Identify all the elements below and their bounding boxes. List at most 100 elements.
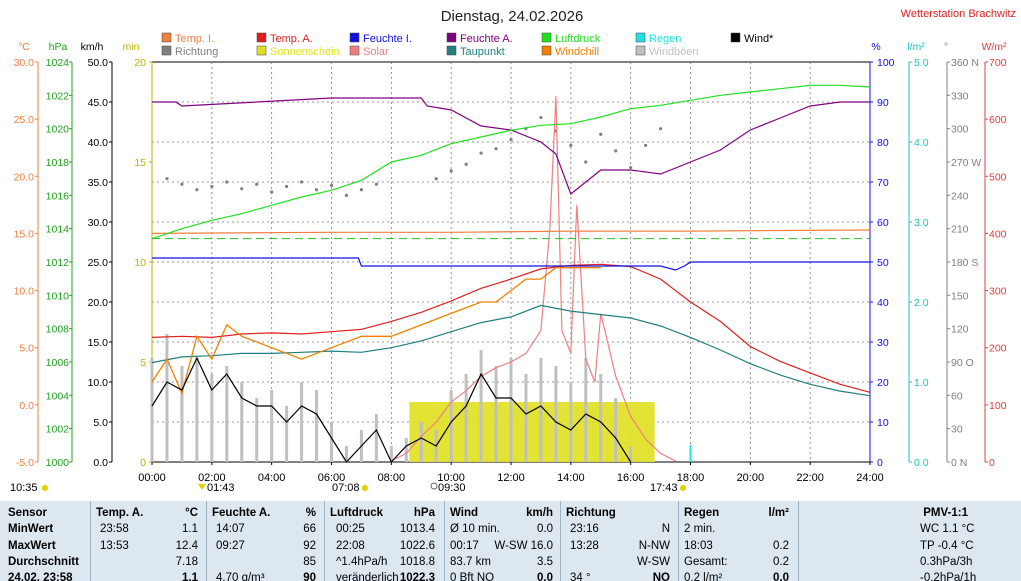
- axis-label-rain: 2.0: [914, 297, 929, 309]
- direction-point: [614, 149, 618, 153]
- axis-label-temp: 20.0: [14, 171, 35, 183]
- time-mark-start: 10:35: [10, 482, 38, 494]
- axis-label-temp: 25.0: [14, 114, 35, 126]
- direction-time: 13:28: [570, 540, 599, 552]
- axis-label-direction: 210: [951, 224, 969, 236]
- wind-time: 00:17: [450, 540, 479, 552]
- axis-label-solar: 600: [989, 114, 1007, 126]
- axis-label-sun: 5: [140, 357, 146, 369]
- gust-bar: [479, 350, 483, 462]
- gust-bar: [614, 398, 618, 462]
- direction-point: [464, 162, 468, 166]
- axis-label-rain: 0.0: [914, 457, 929, 469]
- direction-point: [180, 182, 184, 186]
- direction-time: 23:16: [570, 523, 599, 535]
- axis-label-pressure: 1000: [46, 457, 70, 469]
- legend-swatch: [541, 32, 552, 43]
- gust-bar: [300, 382, 304, 462]
- axis-label-wind: 15.0: [88, 337, 109, 349]
- axis-label-solar: 300: [989, 286, 1007, 298]
- pressure-value: 1018.8: [399, 556, 435, 568]
- axis-label-humidity: 70: [877, 177, 889, 189]
- rain-value: 0.2: [773, 556, 789, 568]
- direction-point: [479, 151, 483, 155]
- axis-label-wind: 30.0: [88, 217, 109, 229]
- gust-bar: [240, 382, 244, 462]
- gust-bar: [210, 374, 214, 462]
- pmv-value: WC 1.1 °C: [920, 523, 975, 535]
- axis-label-humidity: 60: [877, 217, 889, 229]
- temp-value: 12.4: [175, 540, 198, 552]
- column-separator: [324, 501, 325, 581]
- legend-label: Richtung: [175, 46, 218, 58]
- legend-swatch: [635, 32, 646, 43]
- direction-point: [629, 165, 633, 170]
- header-wind-unit: km/h: [526, 507, 553, 519]
- header-humidity: Feuchte A.: [212, 507, 271, 519]
- wind-value: 0.0: [537, 572, 553, 581]
- axis-label-direction: 120: [951, 324, 969, 336]
- legend-swatch: [730, 32, 741, 43]
- legend-swatch: [161, 45, 172, 56]
- time-label: 00:00: [138, 472, 166, 484]
- direction-point: [225, 180, 229, 184]
- humidity-time: 14:07: [216, 523, 245, 535]
- axis-label-temp: 10.0: [14, 286, 35, 298]
- axis-label-pressure: 1018: [46, 157, 70, 169]
- axis-label-direction: 0 N: [951, 457, 967, 469]
- gust-bar: [165, 334, 169, 462]
- header-pmv: PMV-1:1: [923, 507, 968, 519]
- sun-dot: [42, 485, 48, 491]
- humidity-time: 09:27: [216, 540, 245, 552]
- gust-bar: [419, 422, 423, 462]
- axis-label-direction: 150: [951, 290, 969, 302]
- time-label: 14:00: [557, 472, 585, 484]
- pressure-value: 1013.4: [399, 523, 435, 535]
- gust-bar: [374, 414, 378, 462]
- header-rain: Regen: [684, 507, 720, 519]
- direction-point: [644, 143, 648, 147]
- legend-label: Windchill: [555, 46, 599, 58]
- axis-label-solar: 100: [989, 400, 1007, 412]
- direction-point: [584, 160, 588, 164]
- stats-table: Sensor Temp. A. °C Feuchte A.% Luftdruck hPa W…: [0, 501, 1021, 581]
- chart-title: Dienstag, 24.02.2026: [441, 8, 584, 25]
- column-separator: [90, 501, 91, 581]
- legend-swatch: [256, 32, 267, 43]
- axis-label-humidity: 90: [877, 97, 889, 109]
- axis-label-humidity: 30: [877, 337, 889, 349]
- series-line-feuchte-a-: [152, 97, 870, 195]
- direction-value: W-SW: [636, 556, 670, 568]
- axis-label-wind: 25.0: [88, 257, 109, 269]
- column-separator: [798, 501, 799, 581]
- legend-label: Feuchte I.: [363, 33, 412, 45]
- axis-label-humidity: 80: [877, 137, 889, 149]
- gust-bar: [255, 398, 259, 462]
- direction-point: [374, 182, 378, 186]
- axis-label-pressure: 1012: [46, 257, 70, 269]
- legend-label: Regen: [649, 33, 681, 45]
- axis-label-humidity: 50: [877, 257, 889, 269]
- temp-time: 13:53: [100, 540, 129, 552]
- series-line-wind-: [151, 356, 632, 464]
- time-label: 10:00: [437, 472, 465, 484]
- humidity-value: 92: [303, 540, 316, 552]
- legend-label: Sonnenschein: [270, 46, 340, 58]
- direction-point: [285, 184, 289, 189]
- pressure-time: 22:08: [336, 540, 365, 552]
- gust-bar: [464, 374, 468, 462]
- column-separator: [678, 501, 679, 581]
- chart-legend: Temp. I. Temp. A. Feuchte I. Feuchte A. Luft…: [161, 32, 774, 58]
- direction-point: [434, 177, 438, 181]
- direction-point: [658, 127, 663, 131]
- axis-label-humidity: 40: [877, 297, 889, 309]
- gust-bar: [449, 390, 453, 462]
- axis-unit-wind: km/h: [81, 41, 104, 53]
- axis-label-humidity: 0: [877, 457, 883, 469]
- temp-value: 7.18: [175, 556, 198, 568]
- axis-label-temp: 0.0: [19, 400, 34, 412]
- time-mark-2: 09:30: [438, 482, 466, 494]
- temp-time: 23:58: [100, 523, 129, 535]
- axis-unit-temp: °C: [18, 41, 30, 53]
- pmv-value: -0.2hPa/1h: [920, 572, 977, 581]
